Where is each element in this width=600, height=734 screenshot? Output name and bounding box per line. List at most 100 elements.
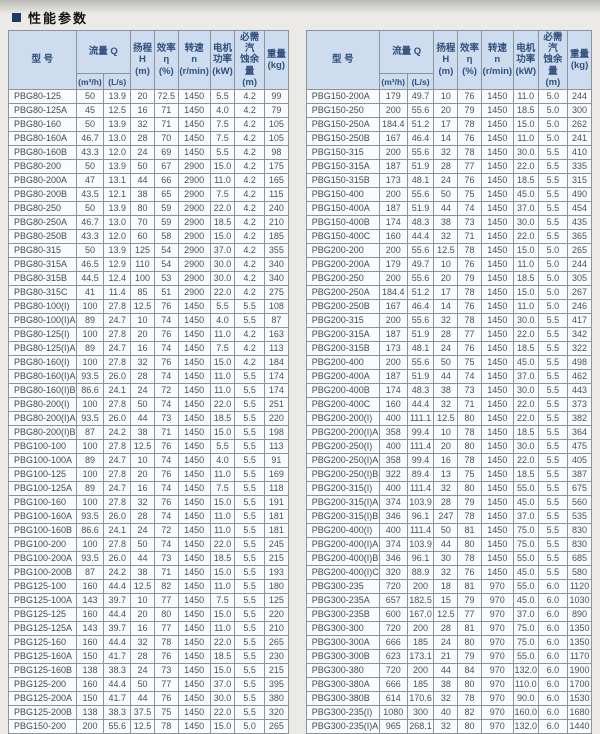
value-cell: 2900 bbox=[177, 285, 211, 301]
table-row: PBG200-250(I)B 322 89.4 13 75 1450 18.5 5.5 387 bbox=[305, 467, 592, 483]
value-cell: 51 bbox=[153, 285, 179, 301]
value-cell: 45 bbox=[75, 103, 105, 119]
value-cell: 74 bbox=[457, 369, 482, 385]
value-cell: 100 bbox=[75, 355, 105, 371]
value-cell: 1450 bbox=[177, 635, 211, 651]
value-cell: 20 bbox=[130, 467, 155, 483]
value-cell: 5.5 bbox=[234, 313, 265, 329]
value-cell: 27.8 bbox=[103, 537, 132, 553]
value-cell: 10 bbox=[130, 313, 155, 329]
value-cell: 1450 bbox=[177, 509, 211, 525]
value-cell: 55.6 bbox=[406, 187, 435, 203]
table-row: PBG200-200(I)A 358 99.4 10 78 1450 18.5 5.5 364 bbox=[305, 425, 592, 441]
value-cell: 1450 bbox=[480, 411, 514, 427]
value-cell: 6.0 bbox=[537, 621, 569, 637]
page-title: 性能参数 bbox=[28, 10, 89, 26]
model-cell: PBG200-250(I) bbox=[305, 439, 380, 455]
value-cell: 342 bbox=[567, 327, 592, 343]
value-cell: 560 bbox=[567, 495, 592, 511]
value-cell: 55.0 bbox=[512, 579, 539, 595]
value-cell: 1450 bbox=[177, 677, 211, 693]
value-cell: 1450 bbox=[177, 719, 211, 734]
value-cell: 5.5 bbox=[234, 607, 265, 623]
value-cell: 2900 bbox=[177, 243, 211, 259]
value-cell: 75.0 bbox=[512, 537, 539, 553]
value-cell: 78 bbox=[457, 509, 482, 525]
table-row: PBG80-250A 46.7 13.0 70 59 2900 18.5 4.2 210 bbox=[8, 215, 289, 231]
value-cell: 1450 bbox=[177, 103, 211, 119]
model-cell: PBG300-235 bbox=[305, 579, 380, 595]
value-cell: 15.0 bbox=[209, 229, 236, 245]
value-cell: 37.0 bbox=[209, 243, 236, 259]
value-cell: 5.5 bbox=[537, 411, 569, 427]
value-cell: 184 bbox=[263, 355, 289, 371]
value-cell: 1450 bbox=[480, 327, 514, 343]
value-cell: 1450 bbox=[480, 131, 514, 147]
value-cell: 24.7 bbox=[103, 313, 132, 329]
value-cell: 38 bbox=[433, 383, 459, 399]
value-cell: 443 bbox=[567, 383, 592, 399]
value-cell: 50 bbox=[75, 201, 105, 217]
value-cell: 580 bbox=[567, 565, 592, 581]
value-cell: 93.5 bbox=[75, 509, 105, 525]
value-cell: 1450 bbox=[177, 579, 211, 595]
value-cell: 5.5 bbox=[234, 663, 265, 679]
value-cell: 22.0 bbox=[209, 397, 236, 413]
value-cell: 99 bbox=[263, 89, 289, 105]
value-cell: 73 bbox=[153, 411, 179, 427]
value-cell: 4.2 bbox=[234, 131, 265, 147]
tables-container: 型 号 流量 Q 扬程 H (m) 效率 η (%) 转速 n (r/min) … bbox=[0, 29, 600, 734]
value-cell: 24 bbox=[433, 173, 459, 189]
value-cell: 1450 bbox=[480, 187, 514, 203]
value-cell: 970 bbox=[480, 607, 514, 623]
value-cell: 50 bbox=[75, 117, 105, 133]
section-bullet-square-icon bbox=[12, 12, 21, 22]
model-cell: PBG125-125 bbox=[8, 607, 77, 623]
col-header-power: 电机 功率 (kW) bbox=[209, 29, 236, 91]
table-row: PBG125-160A 150 41.7 28 76 1450 18.5 5.5 230 bbox=[8, 649, 289, 665]
value-cell: 5.5 bbox=[209, 439, 236, 455]
value-cell: 12.0 bbox=[103, 145, 132, 161]
model-cell: PBG200-400 bbox=[305, 355, 380, 371]
table-row: PBG200-400(I) 400 111.4 50 81 1450 75.0 5.5 830 bbox=[305, 523, 592, 539]
value-cell: 173.1 bbox=[406, 649, 435, 665]
value-cell: 143 bbox=[75, 621, 105, 637]
value-cell: 111.4 bbox=[406, 523, 435, 539]
value-cell: 55.6 bbox=[406, 103, 435, 119]
value-cell: 27.8 bbox=[103, 355, 132, 371]
value-cell: 80 bbox=[457, 439, 482, 455]
value-cell: 12.5 bbox=[433, 243, 459, 259]
value-cell: 198 bbox=[263, 425, 289, 441]
value-cell: 22.0 bbox=[209, 705, 236, 721]
value-cell: 75.0 bbox=[512, 635, 539, 651]
value-cell: 1450 bbox=[480, 117, 514, 133]
value-cell: 11.0 bbox=[209, 383, 236, 399]
value-cell: 970 bbox=[480, 691, 514, 707]
value-cell: 965 bbox=[378, 719, 408, 734]
value-cell: 5.5 bbox=[234, 299, 265, 315]
value-cell: 91 bbox=[263, 453, 289, 469]
value-cell: 5.5 bbox=[234, 621, 265, 637]
value-cell: 30.0 bbox=[512, 313, 539, 329]
value-cell: 1450 bbox=[177, 523, 211, 539]
value-cell: 18.5 bbox=[512, 341, 539, 357]
value-cell: 1450 bbox=[480, 453, 514, 469]
col-header-efficiency: 效率 η (%) bbox=[457, 29, 482, 91]
value-cell: 32 bbox=[433, 481, 459, 497]
value-cell: 65 bbox=[153, 187, 179, 203]
value-cell: 535 bbox=[567, 509, 592, 525]
model-cell: PBG100-200 bbox=[8, 537, 77, 553]
value-cell: 78 bbox=[457, 551, 482, 567]
value-cell: 82 bbox=[457, 705, 482, 721]
value-cell: 475 bbox=[567, 439, 592, 455]
value-cell: 75 bbox=[457, 467, 482, 483]
value-cell: 78 bbox=[457, 425, 482, 441]
value-cell: 5.5 bbox=[234, 467, 265, 483]
value-cell: 100 bbox=[75, 397, 105, 413]
value-cell: 1530 bbox=[567, 691, 592, 707]
value-cell: 115 bbox=[263, 187, 289, 203]
value-cell: 58 bbox=[153, 229, 179, 245]
value-cell: 80 bbox=[457, 537, 482, 553]
model-cell: PBG200-250B bbox=[305, 299, 380, 315]
value-cell: 184.4 bbox=[378, 117, 408, 133]
